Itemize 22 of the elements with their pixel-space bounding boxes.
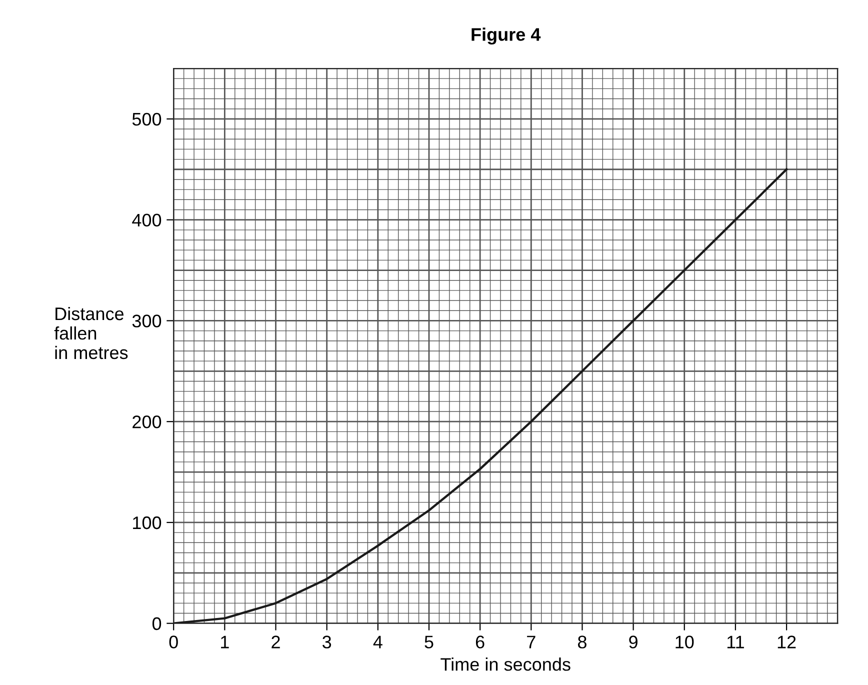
- x-tick-label: 11: [727, 636, 744, 648]
- x-tick-label: 4: [373, 636, 382, 648]
- y-tick-label: 300: [132, 314, 162, 328]
- y-tick-label: 200: [132, 416, 162, 428]
- x-tick-label: 12: [778, 636, 796, 648]
- y-tick-label: 400: [132, 214, 162, 227]
- y-tick-label: 100: [133, 516, 162, 530]
- x-tick-label: 8: [578, 636, 586, 648]
- x-tick-label: 6: [476, 636, 484, 648]
- x-tick-label: 10: [676, 636, 694, 648]
- y-tick-label: 0: [152, 617, 162, 630]
- x-tick-label: 9: [629, 636, 638, 648]
- y-tick-label: 500: [132, 112, 162, 126]
- y-axis-title: Distance fallen in metres: [54, 306, 128, 360]
- x-tick-label: 3: [322, 636, 332, 648]
- x-tick-label: 1: [221, 636, 229, 648]
- x-tick-label: 7: [527, 636, 536, 648]
- x-tick-label: 2: [272, 636, 280, 648]
- chart-title: Figure 4: [472, 28, 541, 45]
- x-tick-label: 5: [424, 636, 434, 648]
- x-tick-label: 0: [169, 636, 178, 648]
- x-axis-title: Time in seconds: [440, 658, 570, 671]
